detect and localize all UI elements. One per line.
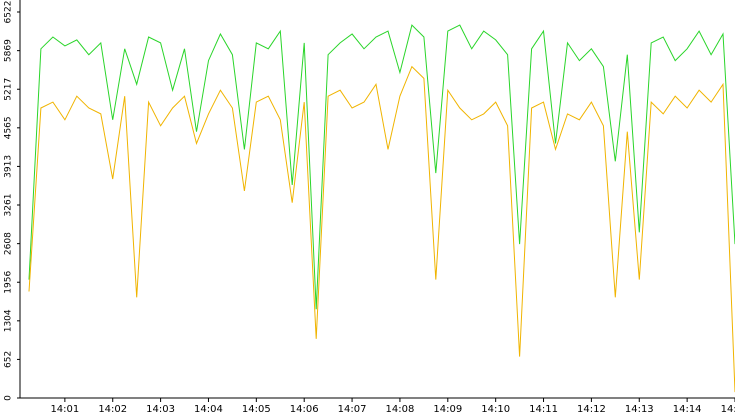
x-tick-label: 14:13 [625, 404, 654, 415]
x-tick-label: 14:09 [433, 404, 462, 415]
y-tick-label: 1956 [4, 271, 14, 294]
series-line [28, 24, 735, 310]
series-line [28, 65, 735, 393]
x-tick-label: 14:04 [194, 404, 223, 415]
y-tick-label: 3261 [4, 194, 14, 217]
y-tick-label: 652 [4, 351, 14, 368]
x-tick-label: 14:07 [338, 404, 367, 415]
x-tick-label: 14:05 [242, 404, 271, 415]
x-tick-label: 14:14 [673, 404, 702, 415]
x-tick-label: 14:02 [98, 404, 127, 415]
x-tick-label: 14:11 [529, 404, 558, 415]
x-tick-label: 14:12 [577, 404, 606, 415]
y-tick-label: 0 [4, 395, 14, 401]
x-tick-label: 14:15 [721, 404, 735, 415]
x-tick-label: 14:06 [290, 404, 319, 415]
x-tick-label: 14:01 [50, 404, 79, 415]
y-tick-label: 6522 [4, 1, 14, 24]
x-tick-label: 14:03 [146, 404, 175, 415]
y-tick-label: 5217 [4, 78, 14, 101]
y-tick-label: 1304 [4, 309, 14, 332]
y-tick-label: 3913 [4, 155, 14, 178]
y-tick-label: 2608 [4, 232, 14, 255]
x-tick-label: 14:08 [386, 404, 415, 415]
y-tick-label: 4565 [4, 116, 14, 139]
x-tick-label: 14:10 [481, 404, 510, 415]
y-tick-label: 5869 [4, 39, 14, 62]
